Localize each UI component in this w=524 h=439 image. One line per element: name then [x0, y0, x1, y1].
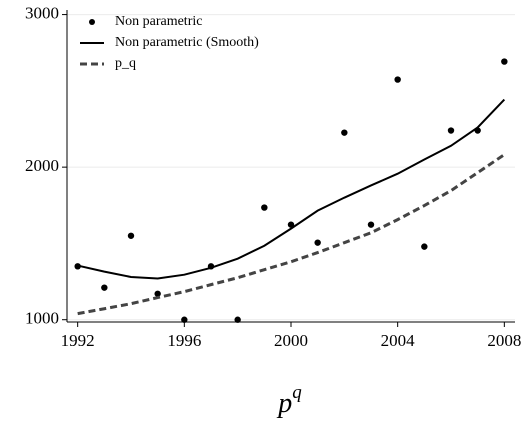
legend-label: p_q	[115, 56, 136, 71]
data-point	[287, 221, 295, 228]
data-point	[181, 316, 188, 323]
data-point	[314, 239, 321, 246]
x-tick-label: 1992	[61, 331, 95, 350]
data-point	[261, 204, 268, 211]
x-label-base: p	[276, 388, 292, 419]
legend-marker	[89, 19, 95, 25]
data-point	[234, 316, 241, 323]
data-point	[127, 232, 135, 239]
data-point	[447, 127, 455, 134]
x-label-sup: q	[292, 382, 302, 403]
series-line	[77, 153, 506, 316]
data-point	[154, 290, 161, 297]
y-tick-label: 2000	[25, 156, 59, 175]
data-point	[394, 76, 401, 83]
y-tick-label: 3000	[25, 3, 59, 22]
x-tick-label: 2008	[487, 331, 521, 350]
data-point	[421, 243, 428, 250]
x-tick-label: 2004	[381, 331, 416, 350]
x-tick-label: 1996	[167, 331, 201, 350]
legend-label: Non parametric	[115, 14, 202, 29]
x-tick-label: 2000	[274, 331, 308, 350]
y-tick-label: 1000	[25, 309, 59, 328]
series-line	[77, 98, 506, 280]
data-point	[367, 221, 375, 228]
data-point	[501, 58, 508, 65]
data-point	[101, 284, 108, 291]
data-point	[341, 129, 348, 136]
legend-label: Non parametric (Smooth)	[115, 35, 259, 50]
x-axis-label: pq	[276, 382, 302, 419]
